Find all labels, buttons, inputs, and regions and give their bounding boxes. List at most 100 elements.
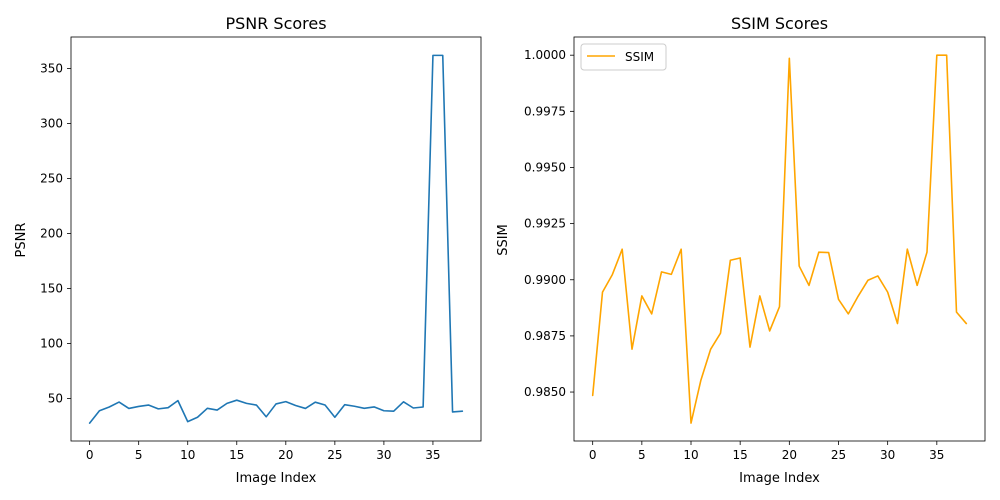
ssim-data-point — [631, 348, 633, 350]
ssim-data-point — [857, 295, 859, 297]
psnr-data-point — [343, 404, 345, 406]
ssim-data-point — [926, 251, 928, 253]
psnr-data-point — [353, 405, 355, 407]
psnr-y-tick-label: 300 — [40, 116, 63, 130]
psnr-data-point — [402, 401, 404, 403]
psnr-data-point — [422, 406, 424, 408]
ssim-chart: SSIM Scores Image Index SSIM 0 5 10 15 20 25 3… — [496, 14, 986, 486]
ssim-x-tick-label: 15 — [733, 448, 748, 462]
psnr-x-tick-label: 20 — [278, 448, 293, 462]
ssim-data-point — [690, 422, 692, 424]
psnr-data-point — [432, 54, 434, 56]
psnr-chart: PSNR Scores Image Index PSNR 0 5 10 15 20 25 3… — [14, 14, 482, 486]
ssim-data-point — [867, 279, 869, 281]
ssim-y-tick-label: 0.9875 — [524, 329, 566, 343]
psnr-data-point — [108, 406, 110, 408]
ssim-data-point — [788, 57, 790, 59]
psnr-data-point — [206, 407, 208, 409]
ssim-data-point — [660, 271, 662, 273]
ssim-data-point — [955, 311, 957, 313]
ssim-x-tick-label: 5 — [638, 448, 646, 462]
ssim-data-point — [886, 291, 888, 293]
psnr-series — [88, 54, 464, 424]
psnr-data-point — [373, 406, 375, 408]
psnr-x-tick-label: 10 — [180, 448, 195, 462]
ssim-data-point — [778, 306, 780, 308]
psnr-data-point — [314, 401, 316, 403]
psnr-data-point — [236, 399, 238, 401]
ssim-data-point — [906, 248, 908, 250]
psnr-y-tick-label: 350 — [40, 61, 63, 75]
psnr-x-tick-label: 5 — [135, 448, 143, 462]
ssim-data-point — [670, 273, 672, 275]
ssim-data-point — [827, 251, 829, 253]
ssim-y-tick-label: 1.0000 — [524, 48, 566, 62]
ssim-x-axis-label: Image Index — [739, 471, 820, 486]
ssim-data-point — [916, 284, 918, 286]
psnr-y-tick-label: 100 — [40, 336, 63, 350]
psnr-x-tick-label: 0 — [86, 448, 94, 462]
psnr-data-point — [245, 402, 247, 404]
psnr-data-point — [128, 407, 130, 409]
ssim-data-point — [621, 248, 623, 250]
ssim-x-tick-label: 30 — [880, 448, 895, 462]
psnr-data-point — [167, 406, 169, 408]
ssim-data-point — [808, 284, 810, 286]
psnr-data-point — [226, 402, 228, 404]
ssim-data-point — [965, 322, 967, 324]
psnr-data-point — [412, 407, 414, 409]
ssim-y-tick-label: 0.9950 — [524, 160, 566, 174]
ssim-data-point — [641, 295, 643, 297]
psnr-data-point — [383, 410, 385, 412]
ssim-y-tick-label: 0.9850 — [524, 385, 566, 399]
ssim-data-point — [719, 332, 721, 334]
ssim-plot-frame — [573, 36, 986, 442]
ssim-data-point — [847, 313, 849, 315]
ssim-data-point — [650, 313, 652, 315]
psnr-x-axis-label: Image Index — [236, 471, 317, 486]
psnr-data-point — [334, 416, 336, 418]
ssim-data-point — [896, 322, 898, 324]
ssim-y-tick-label: 0.9900 — [524, 273, 566, 287]
ssim-data-point — [680, 248, 682, 250]
psnr-data-point — [324, 404, 326, 406]
ssim-data-point — [837, 298, 839, 300]
psnr-data-point — [216, 409, 218, 411]
psnr-x-tick-label: 30 — [376, 448, 391, 462]
psnr-chart-title: PSNR Scores — [225, 14, 326, 33]
psnr-data-point — [285, 400, 287, 402]
ssim-y-tick-label: 0.9975 — [524, 104, 566, 118]
psnr-data-point — [177, 399, 179, 401]
psnr-data-point — [304, 407, 306, 409]
psnr-data-point — [196, 416, 198, 418]
ssim-x-tick-label: 25 — [831, 448, 846, 462]
psnr-y-tick-label: 250 — [40, 171, 63, 185]
ssim-legend-box — [580, 43, 667, 71]
psnr-data-point — [265, 416, 267, 418]
ssim-x-tick-label: 20 — [782, 448, 797, 462]
psnr-data-point — [157, 408, 159, 410]
ssim-data-point — [759, 295, 761, 297]
psnr-plot-frame — [70, 36, 482, 442]
ssim-x-ticks: 0 5 10 15 20 25 30 35 — [589, 441, 944, 462]
ssim-data-point — [945, 54, 947, 56]
ssim-x-tick-label: 0 — [589, 448, 597, 462]
ssim-series-line — [591, 54, 968, 424]
ssim-data-point — [601, 291, 603, 293]
ssim-data-point — [700, 379, 702, 381]
ssim-y-ticks: 0.9850 0.9875 0.9900 0.9925 0.9950 0.9975 1.00… — [524, 48, 574, 399]
ssim-series — [591, 54, 968, 424]
ssim-y-tick-label: 0.9925 — [524, 217, 566, 231]
ssim-data-point — [818, 251, 820, 253]
ssim-data-point — [739, 257, 741, 259]
ssim-y-axis-label: SSIM — [496, 224, 511, 256]
psnr-data-point — [363, 407, 365, 409]
ssim-data-point — [709, 348, 711, 350]
psnr-data-point — [255, 404, 257, 406]
psnr-y-tick-label: 200 — [40, 226, 63, 240]
psnr-data-point — [461, 410, 463, 412]
psnr-data-point — [451, 411, 453, 413]
psnr-x-ticks: 0 5 10 15 20 25 30 35 — [86, 441, 441, 462]
ssim-legend: SSIM — [580, 43, 667, 71]
